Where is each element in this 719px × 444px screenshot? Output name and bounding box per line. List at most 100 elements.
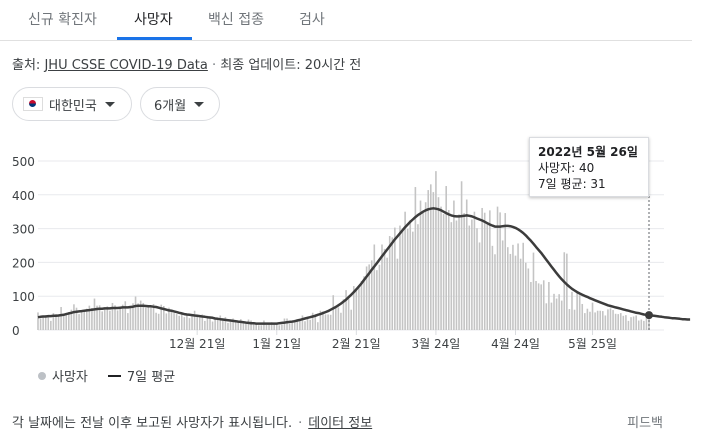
death-bar bbox=[622, 315, 625, 330]
death-bar bbox=[412, 231, 414, 330]
tooltip-average: 7일 평균: 31 bbox=[538, 177, 606, 191]
death-bar bbox=[584, 313, 586, 330]
deaths-chart: 0 100 200 300 400 500 12월 21일 1월 21일 2월 21일 3월 2… bbox=[12, 155, 691, 351]
legend-bars-label: 사망자 bbox=[52, 370, 88, 385]
death-bar bbox=[609, 308, 612, 330]
death-bar bbox=[68, 312, 70, 330]
seven-day-average-line bbox=[37, 207, 691, 325]
death-bar bbox=[165, 313, 168, 330]
death-bar bbox=[414, 187, 417, 330]
death-bar bbox=[455, 220, 458, 330]
death-bar bbox=[216, 319, 219, 330]
death-bar bbox=[604, 315, 607, 330]
death-bar bbox=[350, 309, 352, 330]
death-bar bbox=[98, 305, 101, 330]
country-label: 대한민국 bbox=[49, 98, 97, 114]
bar-legend-dot-icon bbox=[38, 371, 46, 380]
tooltip-deaths: 사망자: 40 bbox=[538, 161, 595, 175]
death-bar bbox=[252, 323, 255, 330]
footer-separator: · bbox=[298, 416, 303, 431]
feedback-link[interactable]: 피드백 bbox=[627, 416, 663, 431]
death-bar bbox=[60, 307, 62, 330]
death-bar bbox=[504, 213, 507, 330]
death-bar bbox=[332, 295, 335, 330]
death-bar bbox=[625, 315, 627, 330]
death-bar bbox=[162, 306, 165, 330]
death-bar bbox=[111, 302, 114, 330]
death-bar bbox=[370, 260, 373, 330]
death-bar bbox=[591, 302, 594, 330]
death-bar bbox=[196, 315, 198, 330]
death-bar bbox=[358, 287, 360, 330]
period-select[interactable]: 6개월 bbox=[140, 87, 220, 121]
death-bar bbox=[329, 314, 332, 330]
death-bar bbox=[224, 317, 227, 330]
death-bar bbox=[103, 309, 106, 330]
tab-new-cases[interactable]: 신규 확진자 bbox=[28, 12, 97, 28]
death-bar bbox=[278, 325, 281, 330]
death-bar bbox=[637, 320, 640, 330]
death-bar bbox=[214, 318, 216, 330]
death-bar bbox=[155, 312, 157, 330]
death-bar bbox=[91, 308, 93, 330]
death-bar bbox=[512, 244, 514, 330]
death-bar bbox=[286, 318, 288, 330]
death-bar bbox=[293, 319, 296, 330]
death-bar bbox=[640, 319, 643, 330]
death-bar bbox=[614, 313, 617, 330]
death-bar bbox=[255, 322, 258, 330]
death-bar bbox=[47, 316, 50, 330]
tab-tests[interactable]: 검사 bbox=[299, 12, 325, 28]
chart-legend: 사망자 7일 평균 bbox=[38, 366, 175, 385]
death-bar bbox=[114, 305, 116, 330]
death-bar bbox=[630, 317, 632, 330]
death-bar bbox=[175, 314, 178, 330]
death-bar bbox=[142, 302, 145, 330]
death-bar bbox=[586, 308, 589, 330]
death-bar bbox=[576, 293, 578, 330]
chart-tooltip: 2022년 5월 26일 사망자: 40 7일 평균: 31 bbox=[529, 137, 649, 197]
death-bar bbox=[553, 293, 555, 330]
death-bar bbox=[401, 230, 404, 330]
source-link[interactable]: JHU CSSE COVID-19 Data bbox=[44, 58, 208, 73]
death-bar bbox=[458, 214, 460, 330]
death-bar bbox=[563, 252, 566, 330]
death-bar bbox=[314, 314, 317, 330]
updated-text: 최종 업데이트: 20시간 전 bbox=[220, 58, 362, 73]
tab-deaths[interactable]: 사망자 bbox=[134, 12, 173, 28]
death-bar bbox=[442, 214, 445, 330]
death-bar bbox=[137, 303, 139, 330]
death-bar bbox=[296, 319, 299, 330]
death-bar bbox=[309, 319, 311, 330]
death-bar bbox=[337, 307, 340, 330]
death-bar bbox=[222, 320, 224, 330]
death-bar bbox=[388, 236, 391, 330]
death-bar bbox=[291, 322, 293, 330]
country-select[interactable]: 대한민국 bbox=[12, 87, 132, 121]
death-bar bbox=[75, 307, 78, 330]
tab-vaccinations[interactable]: 백신 접종 bbox=[208, 12, 264, 28]
death-bar bbox=[450, 222, 453, 330]
death-bar bbox=[37, 312, 39, 330]
death-bar bbox=[186, 313, 188, 330]
death-bar bbox=[494, 254, 496, 330]
death-bar bbox=[70, 309, 73, 330]
death-bar bbox=[160, 304, 163, 330]
death-bar bbox=[209, 316, 211, 330]
death-bar bbox=[524, 262, 527, 330]
death-bar bbox=[394, 227, 396, 330]
death-bar bbox=[381, 244, 383, 330]
death-bar bbox=[527, 268, 530, 330]
death-bar bbox=[573, 309, 576, 330]
x-tick-label: 4월 24일 bbox=[491, 337, 540, 351]
death-bar bbox=[157, 313, 160, 330]
death-bar bbox=[427, 190, 430, 330]
data-info-link[interactable]: 데이터 정보 bbox=[308, 416, 373, 431]
death-bar bbox=[132, 303, 134, 330]
death-bar bbox=[635, 315, 637, 330]
source-prefix: 출처: bbox=[12, 58, 41, 73]
death-bar bbox=[55, 314, 57, 330]
death-bar bbox=[335, 305, 337, 330]
death-bar bbox=[535, 280, 537, 330]
death-bar bbox=[170, 311, 173, 330]
